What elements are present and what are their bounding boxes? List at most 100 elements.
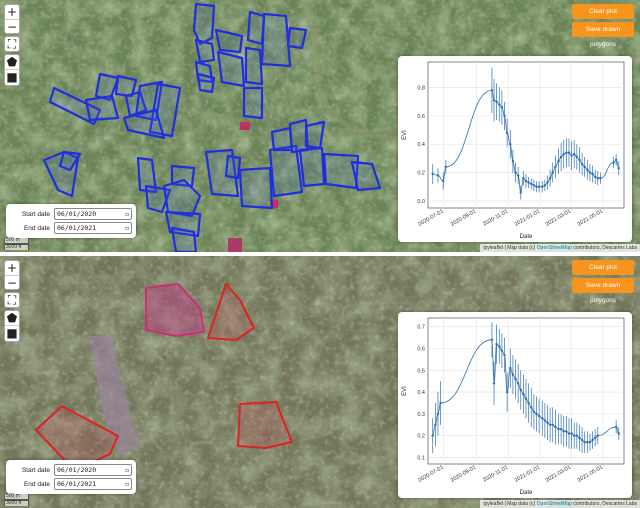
drawn-polygon[interactable] xyxy=(164,210,202,238)
drawn-polygon[interactable] xyxy=(246,10,266,46)
data-point xyxy=(541,185,544,188)
zoom-in-button[interactable]: + xyxy=(5,5,19,20)
y-tick-label: 0.0 xyxy=(417,199,425,205)
fullscreen-icon[interactable]: ⛶ xyxy=(7,37,17,51)
drawn-polygon[interactable] xyxy=(48,86,102,126)
draw-polygon-icon[interactable]: ⬟ xyxy=(5,311,19,326)
drawn-polygon[interactable] xyxy=(122,108,166,140)
drawn-polygon[interactable] xyxy=(286,26,308,50)
drawn-polygon[interactable] xyxy=(224,154,242,180)
y-axis-label: EVI xyxy=(402,386,408,396)
drawn-polygon[interactable] xyxy=(260,12,292,68)
drawn-polygon[interactable] xyxy=(298,146,326,188)
drawn-polygon[interactable] xyxy=(242,86,264,120)
start-date-value: 06/01/2020 xyxy=(57,466,97,474)
data-point xyxy=(511,160,515,163)
calendar-icon[interactable]: ▭ xyxy=(125,224,129,232)
data-point xyxy=(559,427,563,431)
urban-patch xyxy=(228,238,242,252)
drawn-polygon[interactable] xyxy=(145,283,205,337)
drawn-polygon[interactable] xyxy=(350,160,382,192)
data-point xyxy=(535,412,538,416)
drawn-polygon[interactable] xyxy=(268,144,304,198)
data-point xyxy=(551,171,554,174)
drawn-polygon[interactable] xyxy=(136,156,158,194)
data-point xyxy=(617,167,620,170)
data-point xyxy=(431,172,434,176)
start-date-input[interactable]: 06/01/2020 ▭ xyxy=(54,208,132,220)
x-tick-label: 2021-05-01 xyxy=(577,209,604,228)
drawn-polygon[interactable] xyxy=(237,401,293,449)
drawn-polygon[interactable] xyxy=(214,28,244,54)
data-point xyxy=(532,184,536,187)
data-point xyxy=(578,158,581,162)
end-date-input[interactable]: 06/01/2021 ▭ xyxy=(54,222,132,234)
drawn-polygon[interactable] xyxy=(204,148,240,198)
data-point xyxy=(588,171,592,174)
openstreetmap-link[interactable]: OpenStreetMap xyxy=(536,501,572,507)
drawn-polygon[interactable] xyxy=(124,90,148,118)
save-polygons-button[interactable]: Save drawn polygons xyxy=(572,278,634,304)
zoom-out-button[interactable]: − xyxy=(6,20,18,34)
drawn-polygon[interactable] xyxy=(194,38,216,64)
data-point xyxy=(535,185,538,188)
drawn-polygon[interactable] xyxy=(84,94,120,122)
drawn-polygon[interactable] xyxy=(207,283,255,341)
fullscreen-control: ⛶ xyxy=(4,36,20,52)
x-tick-label: 2021-01-01 xyxy=(514,465,541,484)
zoom-in-button[interactable]: + xyxy=(5,261,19,276)
zoom-out-button[interactable]: − xyxy=(6,276,18,290)
drawn-polygon[interactable] xyxy=(42,150,80,198)
data-point xyxy=(537,414,541,418)
scale-bar: 500 m 3000 ft xyxy=(4,494,29,506)
clear-plot-button[interactable]: Clear plot xyxy=(572,4,634,19)
openstreetmap-link[interactable]: OpenStreetMap xyxy=(536,245,572,251)
data-point xyxy=(557,160,560,163)
drawn-polygon[interactable] xyxy=(192,2,216,46)
calendar-icon[interactable]: ▭ xyxy=(125,466,129,474)
drawn-polygon[interactable] xyxy=(114,74,138,98)
start-date-value: 06/01/2020 xyxy=(57,210,97,218)
data-point xyxy=(495,342,498,346)
data-point xyxy=(612,161,615,164)
date-range-panel: Start date 06/01/2020 ▭ End date 06/01/20… xyxy=(6,460,136,494)
map-attribution: ipyleaflet | Map data (c) OpenStreetMap … xyxy=(480,500,640,508)
draw-toolbar: ⬟ ■ xyxy=(4,54,20,86)
data-point xyxy=(522,177,525,180)
calendar-icon[interactable]: ▭ xyxy=(125,210,129,218)
drawn-polygon[interactable] xyxy=(322,152,360,190)
data-point xyxy=(588,441,592,444)
draw-rectangle-icon[interactable]: ■ xyxy=(6,326,18,340)
save-polygons-button[interactable]: Save drawn polygons xyxy=(572,22,634,48)
data-point xyxy=(551,423,554,426)
data-point xyxy=(509,366,512,370)
drawn-polygon[interactable] xyxy=(244,46,264,86)
drawn-polygon[interactable] xyxy=(58,150,82,172)
drawn-polygon[interactable] xyxy=(148,82,182,138)
data-point xyxy=(500,106,504,109)
drawn-polygon[interactable] xyxy=(270,126,294,152)
drawn-polygon[interactable] xyxy=(304,120,326,150)
end-date-label: End date xyxy=(23,480,50,488)
drawn-polygon[interactable] xyxy=(94,72,120,102)
drawn-polygon[interactable] xyxy=(162,178,202,218)
urban-patch xyxy=(240,122,250,130)
end-date-value: 06/01/2021 xyxy=(57,480,97,488)
drawn-polygon[interactable] xyxy=(196,72,216,94)
drawn-polygon[interactable] xyxy=(216,50,246,88)
drawn-polygon[interactable] xyxy=(238,166,274,210)
clear-plot-button[interactable]: Clear plot xyxy=(572,260,634,275)
draw-rectangle-icon[interactable]: ■ xyxy=(6,70,18,84)
data-point xyxy=(596,177,599,180)
evi-chart-bottom: 0.1 0.2 0.3 0.4 0.5 0.6 0.7 2020-07-01 2020-09-0… xyxy=(398,312,632,498)
calendar-icon[interactable]: ▭ xyxy=(125,480,129,488)
y-tick-label: 0.8 xyxy=(417,86,425,92)
draw-polygon-icon[interactable]: ⬟ xyxy=(5,55,19,70)
drawn-polygon[interactable] xyxy=(170,226,198,252)
data-point xyxy=(511,373,515,376)
start-date-input[interactable]: 06/01/2020 ▭ xyxy=(54,464,132,476)
fullscreen-icon[interactable]: ⛶ xyxy=(7,293,17,307)
end-date-input[interactable]: 06/01/2021 ▭ xyxy=(54,478,132,490)
end-date-label: End date xyxy=(23,224,50,232)
map-panel-top: + − ⛶ ⬟ ■ Clear plot Save drawn polygons… xyxy=(0,0,640,252)
